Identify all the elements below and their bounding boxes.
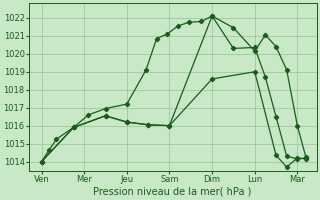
X-axis label: Pression niveau de la mer( hPa ): Pression niveau de la mer( hPa ) (93, 187, 252, 197)
